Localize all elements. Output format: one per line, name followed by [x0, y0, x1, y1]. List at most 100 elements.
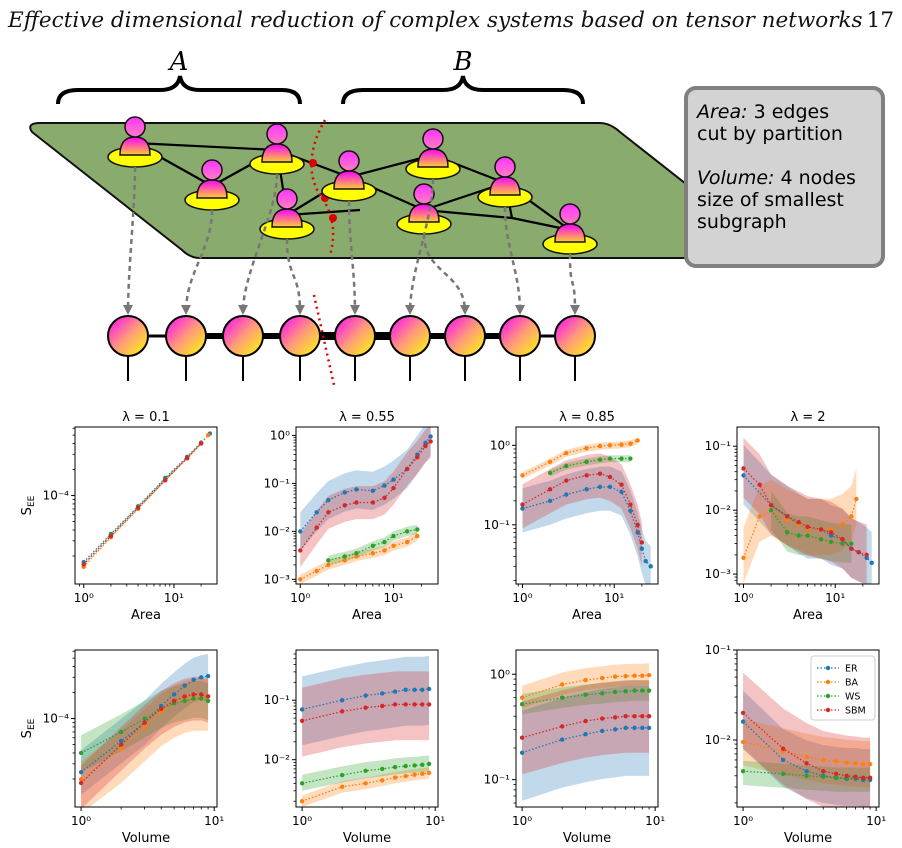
x-tick-label: 10⁰: [290, 591, 310, 605]
data-point: [342, 558, 347, 563]
tensor-node: [554, 315, 596, 357]
data-point: [118, 738, 124, 744]
legend-entry: WS: [845, 692, 860, 703]
data-point: [632, 688, 637, 693]
data-point: [583, 677, 588, 683]
x-tick-label: 10⁰: [512, 591, 532, 605]
data-point: [415, 455, 420, 460]
person-icon: [405, 128, 461, 180]
data-point: [623, 714, 628, 719]
y-tick-label: 10⁻²: [264, 753, 291, 767]
data-point: [635, 522, 640, 528]
data-point: [184, 456, 190, 461]
data-point: [380, 778, 385, 783]
data-point: [597, 484, 603, 490]
band-sbm: [302, 671, 430, 757]
data-point: [370, 500, 376, 505]
data-point: [299, 707, 305, 712]
series-line-ba: [83, 434, 209, 568]
data-point: [643, 558, 648, 564]
person-icon: [259, 188, 315, 240]
tensor-node: [165, 315, 207, 357]
band-ws: [522, 680, 650, 715]
person-icon: [542, 203, 598, 255]
x-tick-label: 10¹: [604, 591, 624, 605]
data-point: [404, 466, 410, 472]
x-axis-label: Volume: [784, 831, 832, 846]
data-point: [833, 759, 839, 764]
data-point: [298, 529, 303, 534]
data-point: [182, 683, 187, 688]
data-point: [426, 761, 432, 767]
data-point: [856, 550, 861, 555]
data-point: [640, 673, 645, 678]
data-point: [628, 441, 633, 446]
data-point: [415, 527, 420, 532]
mapping-arrow: [285, 238, 305, 315]
x-tick-label: 10⁰: [292, 814, 312, 828]
data-point: [607, 474, 613, 480]
info-box: Area: 3 edges cut by partition Volume: 4 …: [684, 86, 885, 268]
info-line: subgraph: [697, 211, 787, 233]
data-point: [583, 692, 588, 697]
data-point: [199, 696, 204, 701]
data-point: [382, 483, 387, 488]
data-point: [559, 737, 565, 742]
tensor-node: [444, 315, 486, 357]
data-point: [135, 505, 141, 511]
y-tick-label: 10⁻¹: [705, 643, 732, 657]
data-point: [780, 771, 786, 777]
data-point: [632, 725, 637, 731]
data-point: [191, 677, 196, 683]
data-point: [403, 687, 408, 692]
data-point: [828, 530, 834, 535]
data-point: [607, 443, 613, 448]
data-point: [354, 487, 359, 492]
data-point: [382, 539, 387, 545]
series-line-sbm: [83, 443, 202, 565]
data-point: [849, 546, 854, 551]
data-point: [342, 490, 347, 495]
data-point: [821, 774, 826, 779]
x-tick-label: 10¹: [645, 814, 665, 828]
data-point: [198, 441, 204, 446]
partition-label-b: B: [452, 47, 472, 77]
data-point: [339, 772, 345, 778]
data-point: [380, 691, 385, 696]
data-point: [392, 702, 398, 707]
data-point: [299, 781, 305, 786]
data-point: [380, 766, 385, 772]
data-point: [559, 724, 565, 729]
data-point: [426, 686, 432, 692]
data-point: [391, 543, 396, 549]
data-point: [159, 706, 164, 711]
data-point: [404, 539, 410, 545]
data-point: [426, 702, 432, 707]
data-point: [785, 517, 790, 523]
band-ba: [522, 663, 650, 708]
x-axis-label: Area: [131, 608, 161, 623]
data-point: [171, 698, 177, 704]
data-point: [363, 693, 368, 698]
data-point: [861, 761, 866, 767]
chart-title: λ = 2: [790, 410, 825, 425]
mapping-arrow: [238, 173, 279, 315]
data-point: [354, 554, 359, 559]
data-point: [646, 725, 652, 731]
chart-title: λ = 0.85: [559, 410, 615, 425]
data-point: [412, 687, 417, 692]
data-point: [612, 715, 618, 720]
data-point: [403, 763, 408, 769]
legend-entry: BA: [845, 678, 859, 689]
data-point: [163, 478, 168, 483]
data-point: [199, 692, 204, 697]
page-header: Effective dimensional reduction of compl…: [8, 6, 894, 38]
data-point: [584, 487, 589, 492]
mapping-arrow: [405, 178, 435, 315]
data-point: [600, 716, 605, 721]
band-er: [302, 655, 430, 746]
band-sbm: [743, 437, 867, 584]
person-icon: [321, 150, 377, 202]
brace-b: [341, 75, 585, 105]
data-point: [420, 702, 425, 707]
